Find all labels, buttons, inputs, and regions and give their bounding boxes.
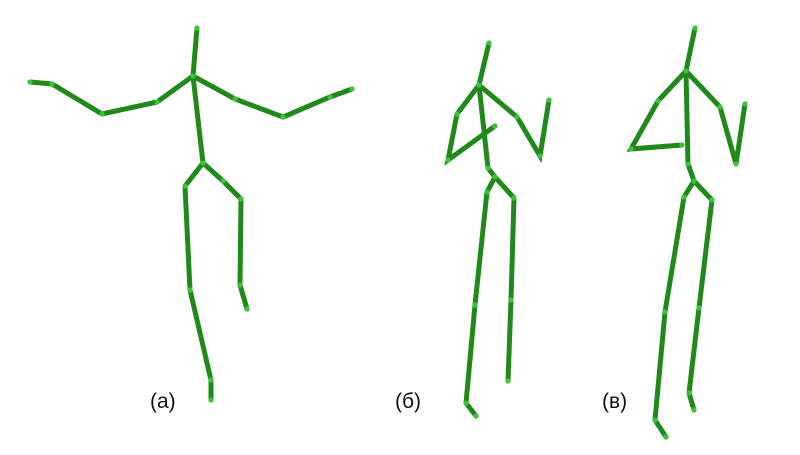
skeleton-joint <box>349 86 355 92</box>
skeleton-joint <box>681 194 687 200</box>
skeleton-joint <box>492 123 498 129</box>
skeleton-bone-chain <box>444 82 498 166</box>
skeleton-joint <box>686 390 692 396</box>
skeleton-bone-chain <box>182 160 214 403</box>
skeleton-joint <box>237 282 243 288</box>
skeleton-bone-chain <box>476 40 492 171</box>
skeleton-joint <box>691 178 697 184</box>
skeleton-joint <box>537 153 543 159</box>
skeleton-joint <box>327 94 333 100</box>
skeleton-joint <box>190 73 196 79</box>
skeleton-joint <box>717 104 723 110</box>
skeleton-joint <box>182 183 188 189</box>
skeleton-joint <box>232 96 238 102</box>
skeleton-joint <box>244 306 250 312</box>
skeleton-joint <box>27 79 33 85</box>
skeleton-bone-chain <box>27 73 196 117</box>
skeleton-joint <box>472 302 478 308</box>
skeleton-joint <box>486 40 492 46</box>
caption-figure-c: (в) <box>602 390 628 413</box>
skeleton-figure-a <box>27 25 355 403</box>
skeleton-joint <box>508 297 514 303</box>
skeleton-joint <box>187 287 193 293</box>
skeleton-joint <box>49 81 55 87</box>
skeleton-joint <box>463 400 469 406</box>
skeleton-joint <box>200 160 206 166</box>
skeleton-joint <box>154 99 160 105</box>
skeleton-joint <box>445 157 451 163</box>
skeleton-joint <box>492 174 498 180</box>
skeleton-joint <box>280 114 286 120</box>
skeleton-joint <box>663 434 669 440</box>
skeleton-joint <box>454 111 460 117</box>
skeleton-joint <box>683 68 689 74</box>
skeleton-joint <box>238 196 244 202</box>
skeleton-bone-chain <box>683 68 748 165</box>
skeleton-joint <box>99 111 105 117</box>
skeleton-figure-b <box>444 40 552 419</box>
skeleton-joint <box>194 25 200 31</box>
skeleton-joint <box>220 178 226 184</box>
skeleton-joint <box>476 82 482 88</box>
skeleton-joint <box>685 161 691 167</box>
skeleton-joint <box>484 189 490 195</box>
skeleton-joint <box>208 377 214 383</box>
skeleton-joint <box>733 161 739 167</box>
skeleton-joint <box>652 417 658 423</box>
skeleton-joint <box>742 101 748 107</box>
skeleton-bone-chain <box>626 68 689 152</box>
skeleton-joint <box>655 98 661 104</box>
skeleton-bone-chain <box>492 174 517 384</box>
skeleton-joint <box>208 397 214 403</box>
skeleton-joint <box>696 305 702 311</box>
skeleton-joint <box>511 195 517 201</box>
skeleton-joint <box>691 407 697 413</box>
skeleton-joint <box>628 146 634 152</box>
skeleton-bone-chain <box>683 25 698 167</box>
skeleton-bone-chain <box>476 82 552 164</box>
skeleton-bone-chain <box>190 25 206 166</box>
skeleton-joint <box>485 165 491 171</box>
skeleton-joint <box>679 142 685 148</box>
skeleton-joint <box>692 25 698 31</box>
skeleton-joint <box>473 413 479 419</box>
skeleton-joint <box>546 97 552 103</box>
skeleton-joint <box>514 114 520 120</box>
skeleton-bone-chain <box>686 178 715 413</box>
skeleton-joint <box>709 197 715 203</box>
skeleton-joint <box>662 309 668 315</box>
skeleton-bone-chain <box>652 161 697 440</box>
skeleton-bone-chain <box>463 165 498 419</box>
caption-figure-b: (б) <box>395 390 422 413</box>
caption-figure-a: (а) <box>150 390 176 413</box>
skeleton-joint <box>505 378 511 384</box>
skeleton-figure-c <box>626 25 748 440</box>
